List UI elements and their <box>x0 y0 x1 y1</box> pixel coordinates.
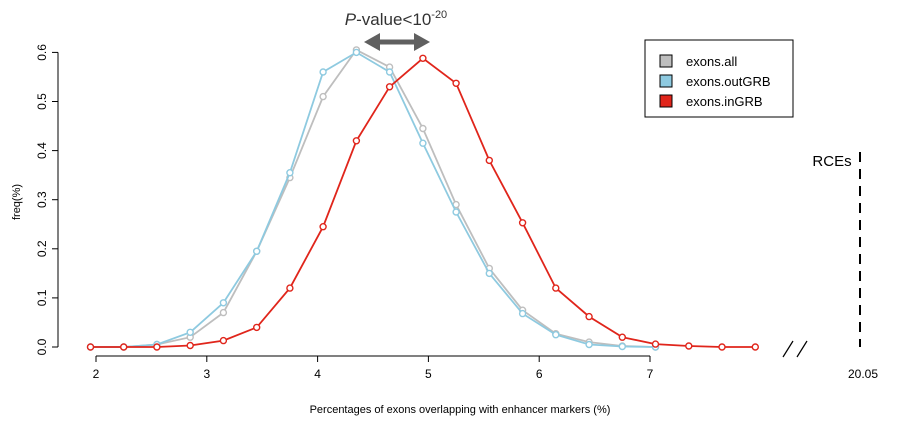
pvalue-text: -value<10 <box>356 10 431 29</box>
y-axis: 0.0 0.1 0.2 0.3 0.4 0.5 0.6 <box>35 44 59 355</box>
legend-swatch-ingrb <box>659 94 673 108</box>
data-point <box>385 68 394 76</box>
data-point <box>186 341 194 350</box>
data-point <box>751 343 759 351</box>
data-point <box>452 79 460 88</box>
data-point <box>352 48 361 57</box>
data-point <box>618 342 626 351</box>
x-tick-label: 5 <box>425 367 432 381</box>
pvalue-sup: -20 <box>431 9 447 21</box>
x-tick-label: 3 <box>203 367 210 381</box>
legend-label-all: exons.all <box>686 54 737 69</box>
data-point <box>153 343 161 351</box>
data-point <box>585 312 593 321</box>
y-tick-label: 0.1 <box>35 289 49 306</box>
data-point <box>518 309 527 318</box>
data-point <box>552 331 560 339</box>
data-point <box>385 83 394 91</box>
data-point <box>618 333 626 341</box>
y-tick-label: 0.3 <box>35 191 49 208</box>
data-point <box>219 308 228 317</box>
data-point <box>685 342 693 350</box>
series-exons-inGRB <box>86 54 759 351</box>
data-point <box>86 343 95 351</box>
series-exons-outGRB <box>86 48 660 351</box>
data-point <box>219 336 228 345</box>
data-point <box>718 343 726 351</box>
data-point <box>485 156 493 165</box>
data-point <box>253 323 261 332</box>
legend-label-ingrb: exons.inGRB <box>686 94 763 109</box>
series-layer <box>86 46 759 351</box>
x-tick-label: 7 <box>647 367 654 381</box>
rces-label: RCEs <box>812 153 851 170</box>
data-point <box>286 284 294 292</box>
y-tick-label: 0.2 <box>35 240 49 257</box>
y-tick-label: 0.5 <box>35 93 49 110</box>
data-point <box>518 219 527 227</box>
data-point <box>419 139 427 147</box>
y-tick-label: 0.4 <box>35 142 49 159</box>
axis-break <box>782 340 808 358</box>
data-point <box>319 92 327 101</box>
data-point <box>552 284 560 292</box>
data-point <box>319 222 327 231</box>
series-line <box>90 51 656 348</box>
x-axis: 2 3 4 5 6 7 20.05 <box>93 355 878 381</box>
data-point <box>419 54 427 62</box>
x-tick-label: 2 <box>93 367 100 381</box>
data-point <box>253 247 261 256</box>
double-arrow <box>364 33 430 51</box>
series-exons-all <box>86 46 660 351</box>
data-point <box>651 340 660 348</box>
data-point <box>186 328 194 336</box>
x-axis-title: Percentages of exons overlapping with en… <box>310 404 611 416</box>
legend-label-outgrb: exons.outGRB <box>686 74 771 89</box>
data-point <box>585 340 593 349</box>
y-axis-title: freq(%) <box>11 184 23 220</box>
data-point <box>452 208 460 216</box>
y-tick-label: 0.0 <box>35 338 49 355</box>
x-tick-label-break: 20.05 <box>848 367 878 381</box>
data-point <box>352 137 361 145</box>
data-point <box>419 124 427 133</box>
legend: exons.all exons.outGRB exons.inGRB <box>644 39 794 118</box>
pvalue-annotation: P-value<10-20 <box>345 9 447 29</box>
data-point <box>286 168 294 177</box>
pvalue-italic: P <box>345 10 357 29</box>
data-point <box>485 269 493 278</box>
legend-swatch-all <box>659 54 673 68</box>
data-point <box>319 68 327 76</box>
legend-swatch-outgrb <box>659 74 673 88</box>
data-point <box>119 343 128 351</box>
y-tick-label: 0.6 <box>35 44 49 61</box>
x-tick-label: 6 <box>536 367 543 381</box>
series-line <box>90 48 656 348</box>
x-tick-label: 4 <box>314 367 321 381</box>
data-point <box>219 299 228 307</box>
